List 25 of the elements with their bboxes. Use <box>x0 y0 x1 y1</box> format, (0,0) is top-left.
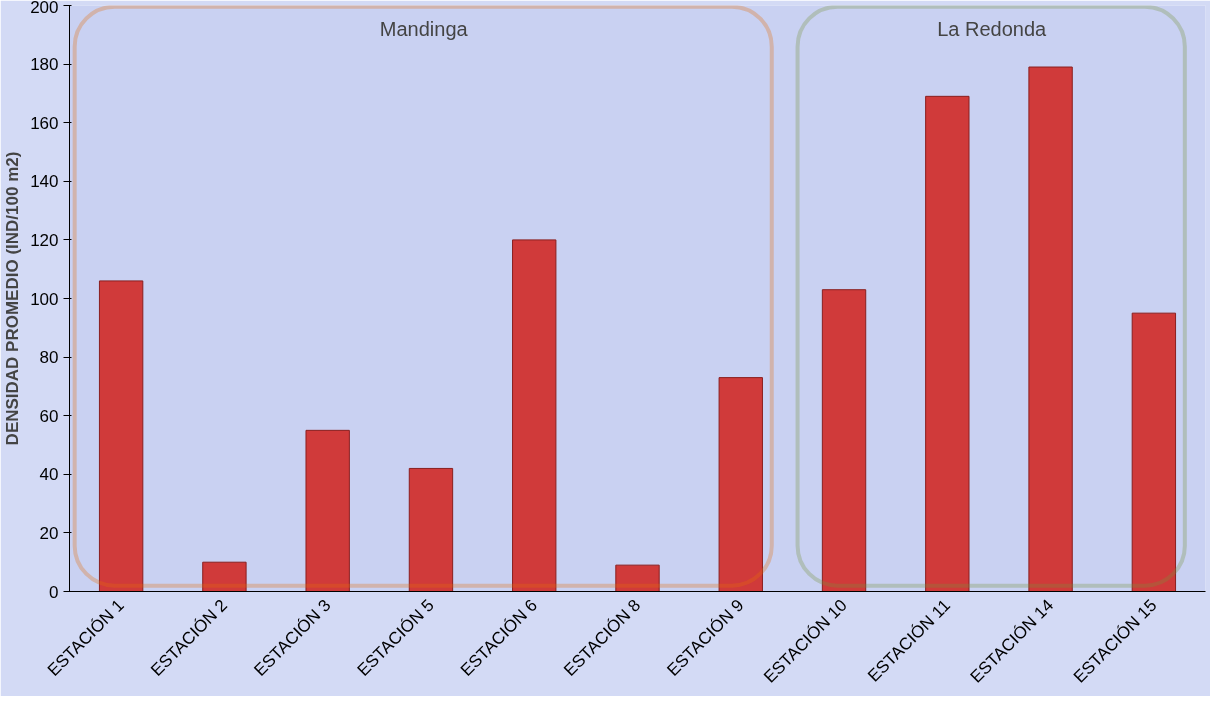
bar <box>1131 312 1177 592</box>
y-tick-label: 0 <box>49 582 59 602</box>
bar <box>98 280 144 592</box>
bar <box>202 561 247 592</box>
annotation: La Redonda <box>937 17 1048 40</box>
bar <box>821 289 867 592</box>
bar <box>408 467 454 592</box>
y-tick-label: 180 <box>30 55 59 75</box>
y-tick-label: 160 <box>30 113 59 133</box>
y-tick-label: 20 <box>39 523 59 543</box>
y-tick-label: 80 <box>39 348 59 368</box>
bar <box>925 95 970 592</box>
bar <box>512 239 557 592</box>
y-tick-label: 100 <box>30 289 59 309</box>
annotation: Mandinga <box>379 17 469 40</box>
bar <box>718 377 763 592</box>
bar <box>1028 66 1073 592</box>
bar <box>615 564 660 592</box>
y-tick-label: 200 <box>30 0 59 17</box>
bar <box>305 429 350 592</box>
y-tick-label: 60 <box>39 406 59 426</box>
y-tick-label: 140 <box>30 172 59 192</box>
y-tick-label: 120 <box>30 230 59 250</box>
y-tick-label: 40 <box>39 465 59 485</box>
y-axis-title: DENSIDAD PROMEDIO (IND/100 m2) <box>3 151 23 446</box>
